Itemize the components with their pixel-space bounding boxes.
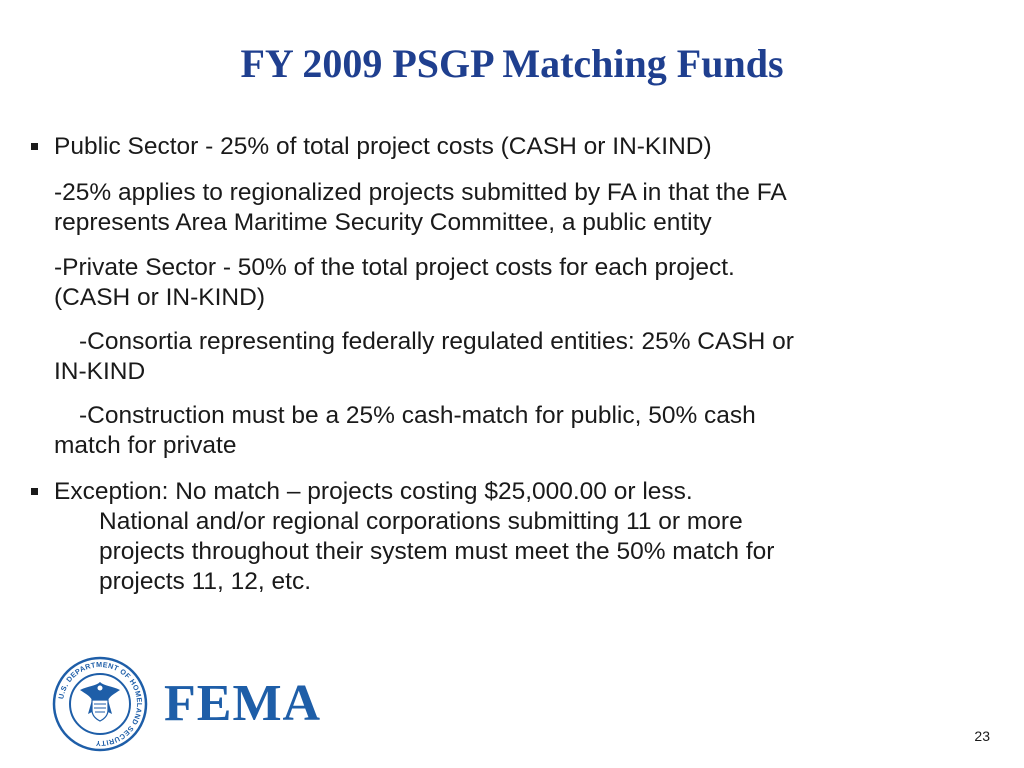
text-line: -Consortia representing federally regula… [79, 328, 794, 355]
bullet-2 [31, 488, 38, 495]
text-line: Exception: No match – projects costing $… [54, 478, 693, 505]
dhs-seal-icon: U.S. DEPARTMENT OF HOMELAND SECURITY [52, 656, 148, 752]
slide-title: FY 2009 PSGP Matching Funds [240, 41, 784, 86]
text-line: -25% applies to regionalized projects su… [54, 179, 787, 206]
text-line: match for private [54, 432, 237, 459]
text-line: IN-KIND [54, 358, 146, 385]
text-line: National and/or regional corporations su… [99, 508, 743, 535]
fema-logo: FEMA [164, 675, 322, 732]
text-line: -Private Sector - 50% of the total proje… [54, 254, 735, 281]
text-line: Public Sector - 25% of total project cos… [54, 133, 712, 160]
text-line: projects throughout their system must me… [99, 538, 775, 565]
text-line: represents Area Maritime Security Commit… [54, 209, 712, 236]
page-number: 23 [974, 728, 990, 744]
text-line: -Construction must be a 25% cash-match f… [79, 402, 756, 429]
bullet-1 [31, 143, 38, 150]
text-line: projects 11, 12, etc. [99, 568, 311, 595]
text-line: (CASH or IN-KIND) [54, 284, 265, 311]
